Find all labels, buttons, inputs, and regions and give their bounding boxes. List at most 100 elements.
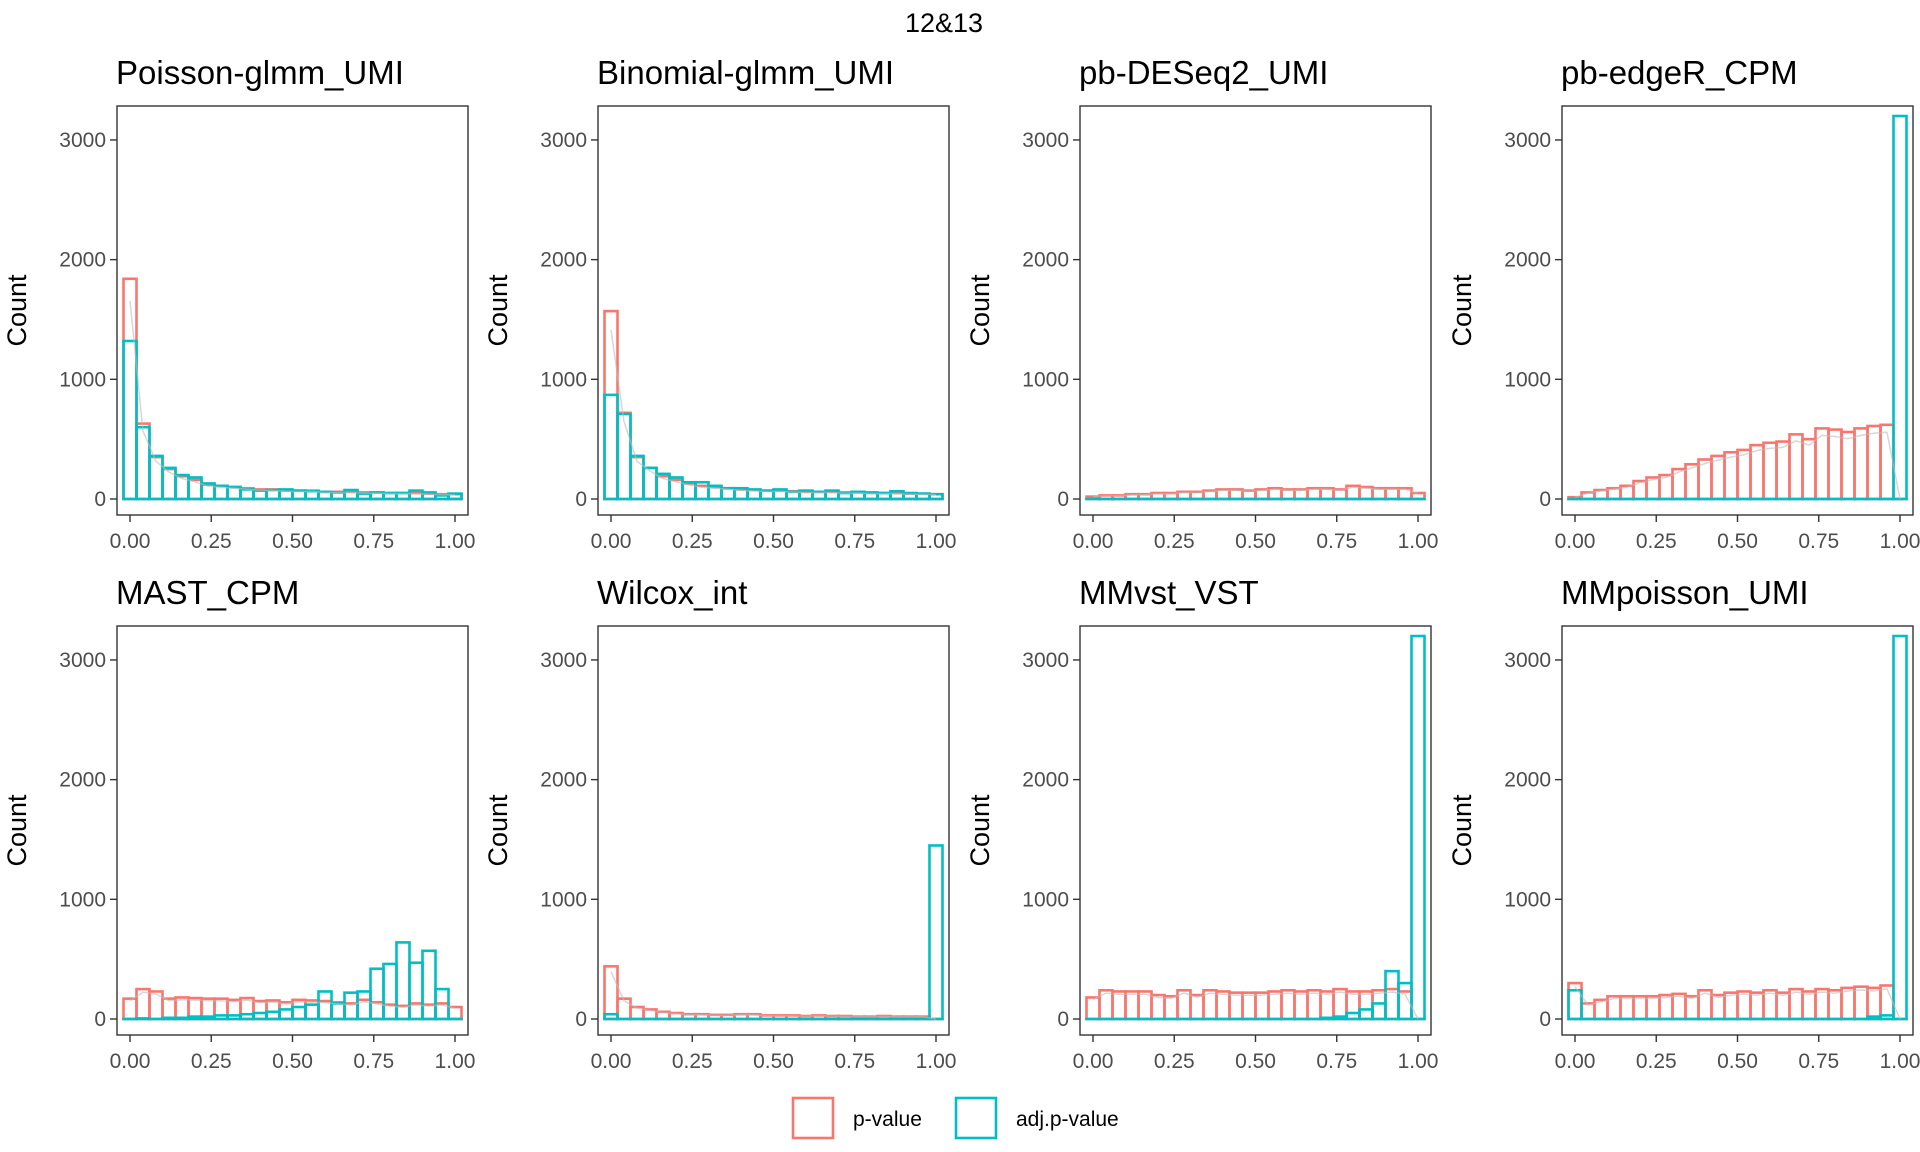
panel-border [116, 625, 469, 1036]
y-tick-label: 0 [1057, 1008, 1069, 1031]
adj-p-value-bar [1345, 1011, 1361, 1021]
p-value-bar [1658, 993, 1674, 1021]
y-tick-label: 3000 [540, 649, 587, 672]
y-tick-label: 1000 [1022, 368, 1069, 391]
y-tick-label: 2000 [1504, 249, 1551, 272]
x-tick-label: 0.50 [1235, 1050, 1276, 1073]
facet-panel: Binomial-glmm_UMI Count 0 1000 2000 3000 0.00 0… [483, 54, 956, 553]
adj-p-value-bar [343, 991, 359, 1021]
x-tick-label: 0.50 [1717, 530, 1758, 553]
adj-p-value-bar [252, 489, 268, 501]
p-value-bar [304, 999, 320, 1021]
facet-title: MMvst_VST [1079, 574, 1259, 611]
p-value-trend-line [610, 971, 937, 1020]
y-tick-label: 2000 [1022, 249, 1069, 272]
p-value-bar [629, 455, 645, 501]
p-value-bar [1163, 994, 1179, 1021]
p-value-bar [447, 1005, 463, 1021]
facet-title: Wilcox_int [597, 574, 747, 611]
x-tick-label: 0.00 [1073, 530, 1114, 553]
adj-p-value-bar [161, 1016, 177, 1021]
p-value-bar [252, 999, 268, 1021]
adj-p-value-bar [239, 488, 255, 501]
p-value-bar [343, 1002, 359, 1021]
p-value-trend-line [1574, 986, 1901, 1020]
y-tick-label: 2000 [540, 769, 587, 792]
y-tick-label: 1000 [1504, 888, 1551, 911]
legend-key-p-value [791, 1096, 835, 1140]
p-value-bar [1150, 993, 1166, 1021]
panel-border [116, 105, 469, 516]
y-tick-label: 0 [94, 1008, 106, 1031]
facet-panel: MMvst_VST Count 0 1000 2000 3000 0.00 0.25 0.50 0… [965, 574, 1438, 1073]
x-tick-label: 0.25 [1154, 530, 1195, 553]
adj-p-value-bar [239, 1012, 255, 1021]
adj-p-value-bar [1866, 1015, 1882, 1021]
y-tick-label: 0 [94, 488, 106, 511]
y-tick-label: 2000 [59, 249, 106, 272]
p-value-bar [616, 411, 632, 501]
p-value-bar [1111, 990, 1127, 1021]
p-value-trend-line [129, 991, 456, 1009]
p-value-bar [1840, 430, 1856, 501]
y-tick-label: 1000 [59, 368, 106, 391]
x-tick-label: 0.50 [272, 530, 313, 553]
adj-p-value-bar [291, 1005, 307, 1021]
p-value-bar [603, 309, 619, 501]
y-axis-title: Count [2, 794, 32, 867]
p-value-bar [135, 422, 151, 501]
y-tick-label: 3000 [1504, 649, 1551, 672]
facet-title: pb-edgeR_CPM [1561, 54, 1798, 91]
adj-p-value-bar [265, 1010, 281, 1021]
adj-p-value-bar [642, 466, 658, 501]
bars [1085, 634, 1426, 1021]
p-value-bar [603, 965, 619, 1021]
x-tick-label: 0.25 [1636, 530, 1677, 553]
bars [603, 309, 944, 501]
p-value-bar [1085, 996, 1101, 1021]
x-tick-label: 0.25 [1154, 1050, 1195, 1073]
panel-border [597, 105, 950, 516]
y-tick-label: 3000 [1504, 129, 1551, 152]
x-tick-label: 0.50 [272, 1050, 313, 1073]
p-value-bar [161, 997, 177, 1021]
y-tick-label: 0 [575, 488, 587, 511]
y-tick-label: 3000 [540, 129, 587, 152]
p-value-bar [1866, 424, 1882, 501]
adj-p-value-bar [135, 425, 151, 501]
y-tick-label: 3000 [59, 129, 106, 152]
x-tick-label: 0.00 [591, 530, 632, 553]
p-value-bar [1580, 1002, 1596, 1021]
x-tick-label: 1.00 [1398, 1050, 1439, 1073]
p-value-bar [1749, 443, 1765, 501]
adj-p-value-bar [174, 1016, 190, 1021]
x-tick-label: 0.50 [1717, 1050, 1758, 1073]
p-value-bar [1241, 991, 1257, 1021]
adj-p-value-bar [330, 1002, 346, 1021]
p-value-bar [1124, 990, 1140, 1021]
facet-title: Poisson-glmm_UMI [116, 54, 404, 91]
y-tick-label: 3000 [1022, 129, 1069, 152]
panel-border [1079, 625, 1432, 1036]
p-value-bar [1293, 990, 1309, 1021]
p-value-bar [1684, 994, 1700, 1021]
p-value-trend-line [1092, 486, 1419, 498]
bars [122, 277, 463, 501]
p-value-bar [1762, 441, 1778, 501]
adj-p-value-bar [213, 1014, 229, 1021]
p-value-bar [1710, 993, 1726, 1021]
facet-title: MAST_CPM [116, 574, 299, 611]
p-value-bar [1827, 988, 1843, 1021]
x-tick-label: 1.00 [1880, 1050, 1920, 1073]
y-tick-label: 1000 [1504, 368, 1551, 391]
adj-p-value-bar [122, 339, 138, 501]
p-value-bar [1801, 990, 1817, 1021]
legend-key-adj-p-value [954, 1096, 998, 1140]
bars [1567, 114, 1908, 501]
y-tick-label: 3000 [59, 649, 106, 672]
p-value-bar [616, 997, 632, 1021]
x-tick-label: 0.00 [110, 530, 151, 553]
x-tick-label: 1.00 [916, 530, 957, 553]
y-axis-title: Count [483, 794, 513, 867]
adj-p-value-bar [1567, 988, 1583, 1021]
